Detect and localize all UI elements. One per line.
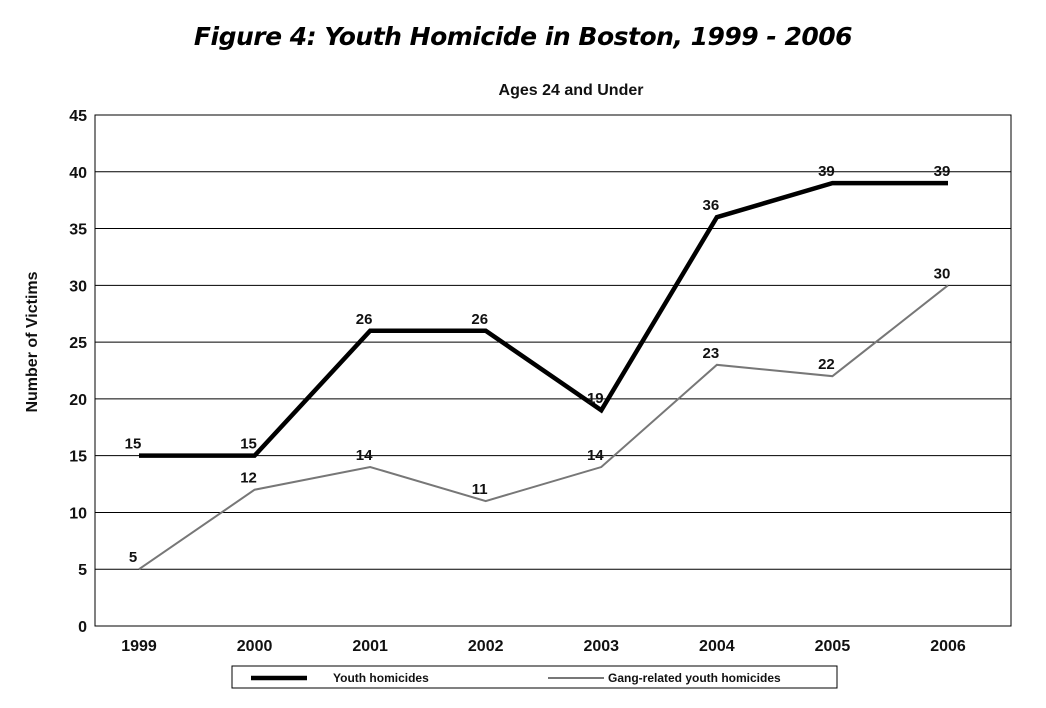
plot-area: [94, 114, 1012, 627]
data-label: 11: [472, 481, 488, 498]
data-label: 26: [471, 311, 488, 328]
legend-label: Gang-related youth homicides: [608, 671, 781, 685]
x-tick-label: 2001: [352, 638, 388, 655]
x-tick-label: 2004: [699, 638, 735, 655]
y-tick-label: 25: [69, 335, 87, 352]
data-label: 14: [587, 447, 604, 464]
y-tick-label: 0: [78, 619, 87, 636]
data-label: 15: [240, 436, 257, 453]
x-tick-label: 2005: [815, 638, 851, 655]
data-label: 23: [703, 345, 720, 362]
x-tick-label: 1999: [121, 638, 157, 655]
x-tick-label: 2003: [583, 638, 619, 655]
data-labels: 15 15 26 26 19 36 39 39 5 12 14 11 14 23 22 30: [125, 163, 951, 566]
y-tick-label: 20: [69, 392, 87, 409]
x-tick-label: 2006: [930, 638, 966, 655]
data-label: 22: [818, 356, 835, 373]
data-label: 5: [129, 549, 137, 566]
x-axis-ticks: 1999 2000 2001 2002 2003 2004 2005 2006: [121, 638, 966, 655]
y-axis-label: Number of Victims: [24, 271, 41, 412]
y-tick-label: 5: [78, 562, 87, 579]
data-label: 15: [125, 436, 142, 453]
y-tick-label: 10: [69, 505, 87, 522]
gang-related-line: [138, 284, 949, 571]
legend: Youth homicides Gang-related youth homici…: [231, 665, 838, 689]
data-label: 19: [587, 390, 604, 407]
chart-subtitle: Ages 24 and Under: [499, 82, 644, 99]
y-tick-label: 30: [69, 278, 87, 295]
y-axis-ticks: 0 5 10 15 20 25 30 35 40 45: [69, 108, 87, 636]
data-label: 30: [934, 265, 951, 282]
y-tick-label: 45: [69, 108, 87, 125]
legend-label: Youth homicides: [333, 671, 429, 685]
data-label: 39: [818, 163, 835, 180]
figure-title: Figure 4: Youth Homicide in Boston, 1999…: [193, 22, 853, 51]
data-label: 12: [240, 470, 257, 487]
y-tick-label: 35: [69, 222, 87, 239]
legend-box: [231, 665, 838, 689]
x-tick-label: 2002: [468, 638, 504, 655]
data-label: 14: [356, 447, 373, 464]
data-label: 39: [934, 163, 951, 180]
series-lines: [138, 180, 949, 571]
youth-homicides-line: [139, 180, 948, 458]
y-tick-label: 40: [69, 165, 87, 182]
data-label: 26: [356, 311, 373, 328]
y-tick-label: 15: [69, 449, 87, 466]
x-tick-label: 2000: [237, 638, 273, 655]
data-label: 36: [703, 197, 720, 214]
